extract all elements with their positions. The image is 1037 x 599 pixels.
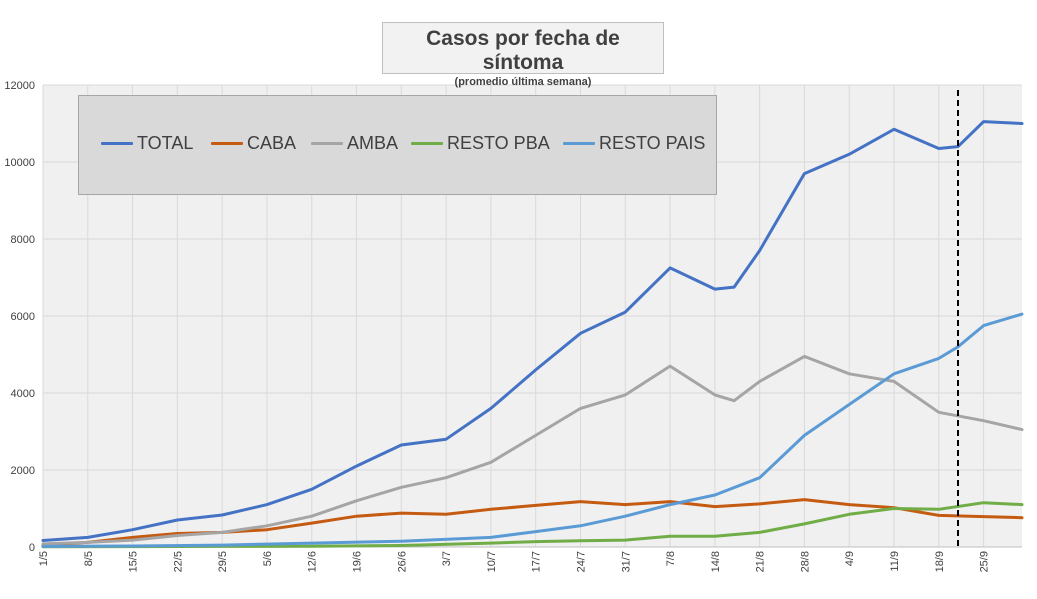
x-tick-label: 26/6: [396, 551, 408, 572]
x-tick-label: 21/8: [755, 551, 767, 572]
y-axis-ticks: 0 2000 4000 6000 8000 10000 12000: [4, 80, 35, 554]
y-tick-label: 0: [29, 542, 35, 554]
legend-item-resto-pba: RESTO PBA: [411, 133, 550, 154]
y-tick-label: 12000: [4, 80, 35, 92]
legend-label-amba: AMBA: [347, 133, 399, 153]
x-tick-label: 11/9: [889, 551, 901, 572]
chart-title: Casos por fecha de síntoma: [426, 27, 620, 74]
legend-item-caba: CABA: [211, 133, 296, 154]
y-tick-label: 2000: [11, 465, 35, 477]
x-tick-label: 29/5: [217, 551, 229, 572]
y-tick-label: 4000: [11, 388, 35, 400]
x-tick-label: 14/8: [710, 551, 722, 572]
x-tick-label: 8/5: [83, 551, 95, 566]
legend-label-resto-pba: RESTO PBA: [447, 133, 550, 153]
x-tick-label: 19/6: [352, 551, 364, 572]
x-tick-label: 5/6: [262, 551, 274, 566]
x-tick-label: 15/5: [128, 551, 140, 572]
x-tick-label: 7/8: [665, 551, 677, 566]
x-tick-label: 31/7: [620, 551, 632, 572]
x-tick-label: 12/6: [307, 551, 319, 572]
legend-swatch-amba: [311, 142, 343, 145]
legend-item-resto-pais: RESTO PAIS: [563, 133, 705, 154]
legend-swatch-total: [101, 142, 133, 145]
x-tick-label: 25/9: [979, 551, 991, 572]
legend-item-amba: AMBA: [311, 133, 398, 154]
x-tick-label: 4/9: [844, 551, 856, 566]
x-tick-label: 10/7: [486, 551, 498, 572]
x-tick-label: 3/7: [441, 551, 453, 566]
series-lines: [41, 120, 1024, 549]
legend-label-caba: CABA: [247, 133, 297, 153]
x-tick-label: 1/5: [38, 551, 50, 566]
y-tick-label: 8000: [11, 234, 35, 246]
legend-label-total: TOTAL: [137, 133, 194, 153]
legend: TOTAL CABA AMBA RESTO PBA RESTO PAIS: [78, 95, 717, 195]
legend-swatch-resto-pais: [563, 142, 595, 145]
chart-subtitle: (promedio última semana): [454, 76, 592, 88]
x-tick-label: 24/7: [575, 551, 587, 572]
series-line-total: [41, 120, 1024, 542]
x-axis-ticks: 1/5 8/5 15/5 22/5 29/5 5/6 12/6 19/6 26/6 3/7 10/7…: [38, 551, 991, 572]
legend-item-total: TOTAL: [101, 133, 193, 154]
legend-swatch-resto-pba: [411, 142, 443, 145]
legend-label-resto-pais: RESTO PAIS: [599, 133, 706, 153]
chart-title-box: Casos por fecha de síntoma (promedio últ…: [382, 22, 664, 88]
series-line-resto-pais: [41, 312, 1024, 548]
x-tick-label: 18/9: [934, 551, 946, 572]
legend-swatch-caba: [211, 142, 243, 145]
y-tick-label: 10000: [4, 157, 35, 169]
x-tick-label: 22/5: [172, 551, 184, 572]
series-line-resto-pba: [41, 501, 1024, 549]
x-tick-label: 28/8: [799, 551, 811, 572]
series-line-amba: [41, 354, 1024, 546]
x-tick-label: 17/7: [531, 551, 543, 572]
y-tick-label: 6000: [11, 311, 35, 323]
